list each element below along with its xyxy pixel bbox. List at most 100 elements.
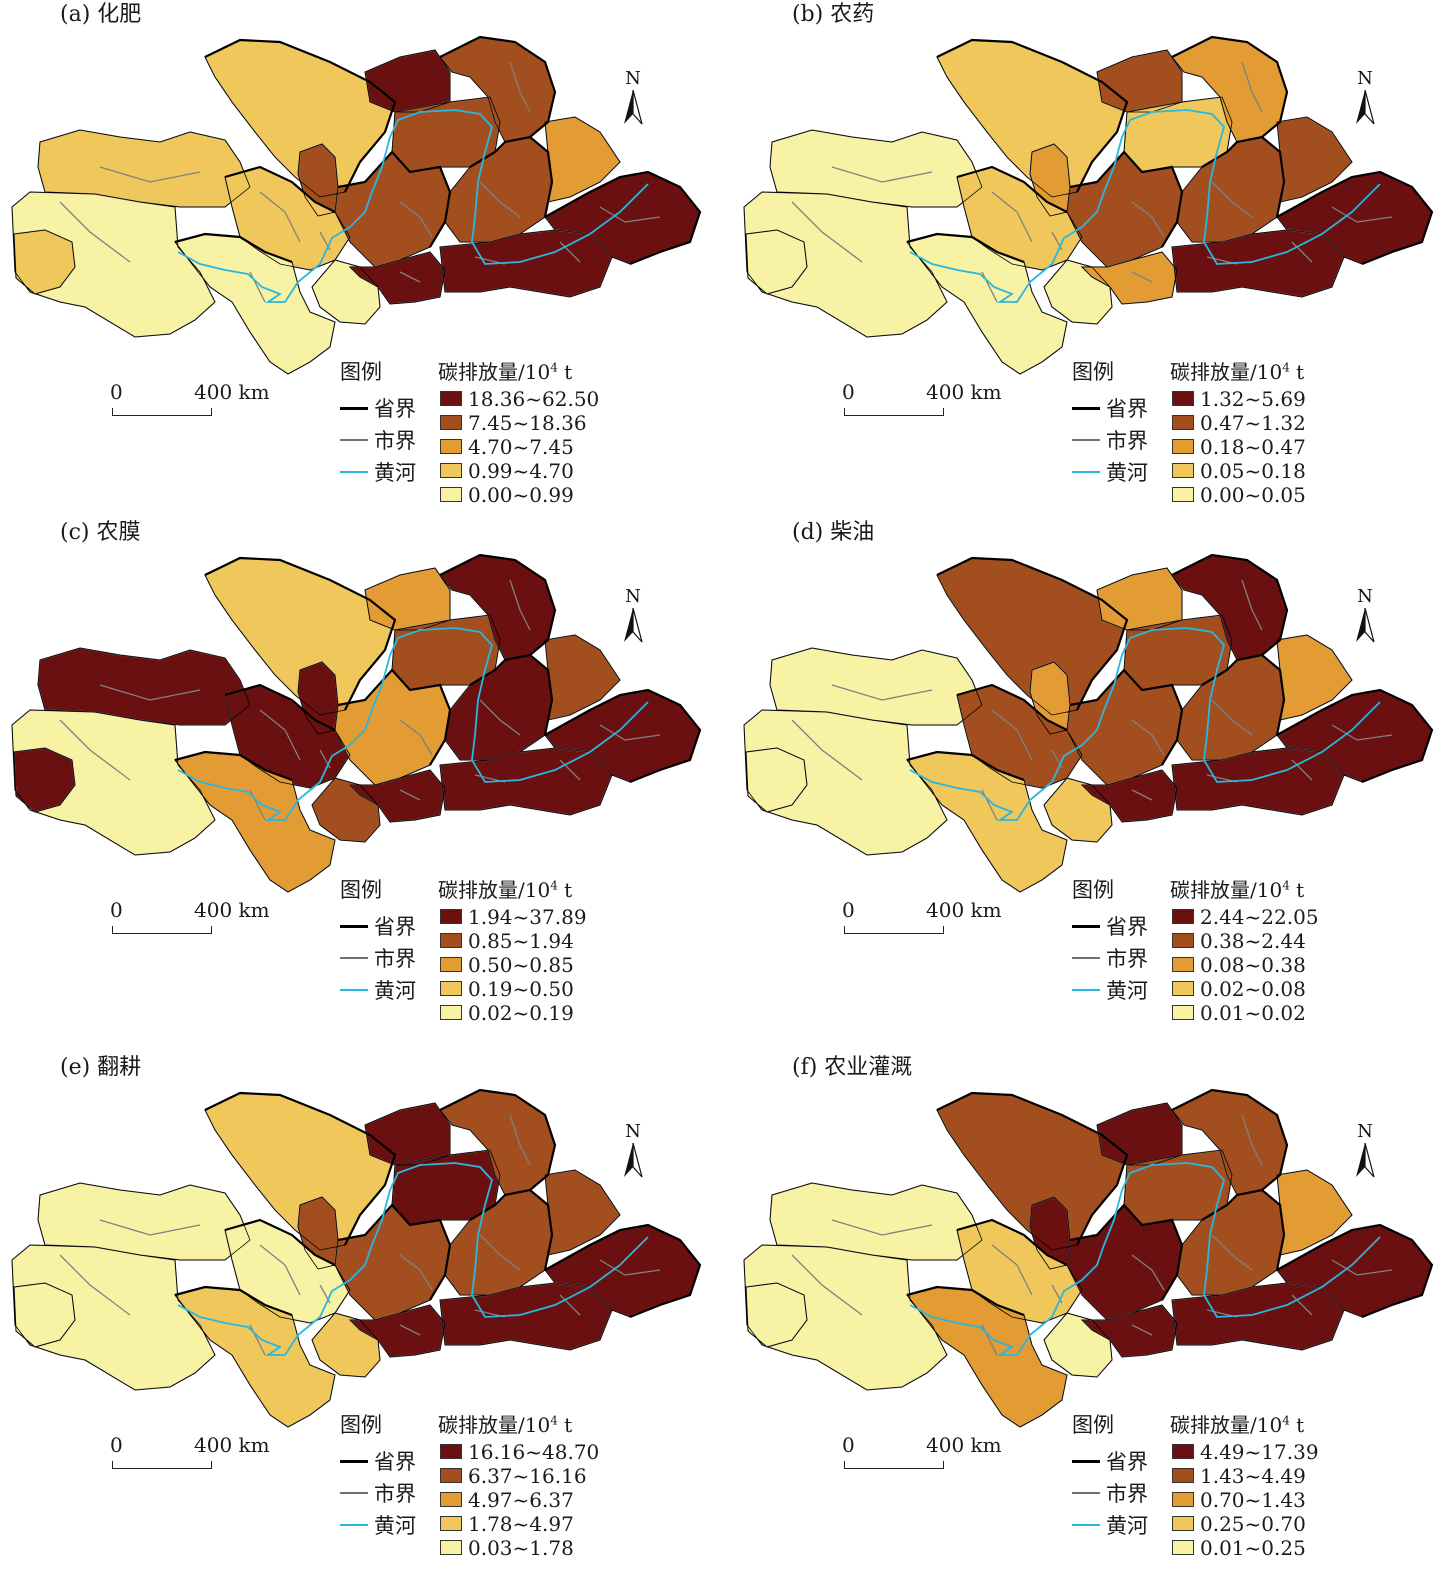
- legend-class-label: 0.05~0.18: [1200, 459, 1306, 483]
- legend-line-list: 省界 市界 黄河: [1072, 392, 1172, 488]
- city-border-5: [559, 1294, 581, 1316]
- map-panel-0: (a) 化肥 N 0 400 km 图例 省界 市界 黄河 碳排放量/104 t 1…: [0, 2, 720, 520]
- city-border-4: [1211, 1234, 1253, 1271]
- legend-line-swatch: [1072, 1460, 1100, 1463]
- city-border-10: [399, 271, 421, 283]
- map-panel-3: (d) 柴油 N 0 400 km 图例 省界 市界 黄河 碳排放量/104 t 2…: [732, 520, 1440, 1038]
- choropleth-map: [743, 1088, 1434, 1428]
- yellow-river-line: [177, 109, 649, 303]
- legend-class-item: 16.16~48.70: [440, 1440, 620, 1464]
- legend-class-item: 1.43~4.49: [1172, 1464, 1352, 1488]
- legend-title: 图例: [340, 1413, 382, 1437]
- city-border-6: [599, 206, 661, 223]
- legend-class-swatch: [1172, 1516, 1194, 1531]
- legend-line-list: 省界 市界 黄河: [1072, 910, 1172, 1006]
- legend-class-swatch: [440, 439, 462, 454]
- legend-class-swatch: [1172, 1492, 1194, 1507]
- scale-bar: 0 400 km: [110, 380, 270, 430]
- choropleth-map: [11, 1088, 702, 1428]
- legend-class-item: 4.97~6.37: [440, 1488, 620, 1512]
- legend-class-list: 16.16~48.70 6.37~16.16 4.97~6.37 1.78~4.97 0…: [440, 1440, 620, 1560]
- legend-class-title-text: 碳排放量/10: [1170, 878, 1283, 902]
- legend-line-label: 黄河: [374, 461, 416, 485]
- legend-line-swatch: [1072, 925, 1100, 928]
- city-border-3: [1131, 719, 1165, 756]
- scale-bar: 0 400 km: [842, 898, 1002, 948]
- legend-line-item: 市界: [1072, 1477, 1172, 1509]
- legend-line-label: 黄河: [1106, 1514, 1148, 1538]
- legend-line-item: 黄河: [340, 456, 440, 488]
- city-border-5: [559, 241, 581, 263]
- city-border-6: [1331, 1259, 1393, 1276]
- city-border-4: [479, 699, 521, 736]
- legend-class-label: 0.01~0.25: [1200, 1536, 1306, 1560]
- legend-class-list: 2.44~22.05 0.38~2.44 0.08~0.38 0.02~0.08 0.0…: [1172, 905, 1352, 1025]
- region-nm_c: [364, 49, 451, 113]
- legend-line-label: 省界: [1106, 397, 1148, 421]
- scale-line: [844, 408, 944, 416]
- legend-line-item: 黄河: [340, 1509, 440, 1541]
- panel-title: (e) 翻耕: [60, 1055, 142, 1080]
- city-border-1: [99, 684, 201, 701]
- legend-line-label: 省界: [374, 1450, 416, 1474]
- legend-title: 图例: [1072, 1413, 1114, 1437]
- legend-class-title-exponent: 4: [1282, 360, 1290, 375]
- legend-line-swatch: [340, 1460, 368, 1463]
- city-border-0: [791, 201, 863, 263]
- city-border-5: [559, 759, 581, 781]
- region-nm_c: [1096, 567, 1183, 631]
- scale-zero-label: 0: [110, 380, 123, 404]
- scale-end-label: 400 km: [194, 1433, 270, 1457]
- legend-line-item: 省界: [340, 1445, 440, 1477]
- scale-zero-label: 0: [842, 1433, 855, 1457]
- panel-title: (f) 农业灌溉: [792, 1055, 913, 1080]
- legend-class-label: 0.18~0.47: [1200, 435, 1306, 459]
- scale-bar: 0 400 km: [110, 898, 270, 948]
- choropleth-map: [743, 553, 1434, 893]
- legend-line-label: 省界: [374, 397, 416, 421]
- legend-class-title-text: 碳排放量/10: [438, 360, 551, 384]
- legend-class-item: 7.45~18.36: [440, 411, 620, 435]
- legend-class-title-exponent: 4: [550, 878, 558, 893]
- legend-class-swatch: [440, 1444, 462, 1459]
- legend-class-label: 0.38~2.44: [1200, 929, 1306, 953]
- scale-zero-label: 0: [110, 898, 123, 922]
- yellow-river-line: [909, 1162, 1381, 1356]
- legend-class-item: 0.02~0.19: [440, 1001, 620, 1025]
- legend-class-swatch: [440, 391, 462, 406]
- legend-class-swatch: [440, 1540, 462, 1555]
- map-panel-1: (b) 农药 N 0 400 km 图例 省界 市界 黄河 碳排放量/104 t 1…: [732, 2, 1440, 520]
- legend-class-item: 0.00~0.99: [440, 483, 620, 507]
- legend-line-item: 市界: [340, 942, 440, 974]
- yellow-river-line: [177, 1162, 649, 1356]
- legend-class-title: 碳排放量/104 t: [1170, 874, 1304, 903]
- legend-class-item: 1.32~5.69: [1172, 387, 1352, 411]
- city-border-2: [259, 191, 301, 243]
- city-border-7: [1241, 1114, 1263, 1166]
- city-border-7: [1241, 579, 1263, 631]
- legend-class-item: 0.50~0.85: [440, 953, 620, 977]
- legend-class-swatch: [440, 909, 462, 924]
- legend-line-swatch: [1072, 957, 1100, 959]
- legend-class-item: 0.25~0.70: [1172, 1512, 1352, 1536]
- legend-class-title-text: 碳排放量/10: [1170, 1413, 1283, 1437]
- legend-class-title-exponent: 4: [550, 360, 558, 375]
- legend-line-label: 市界: [1106, 947, 1148, 971]
- region-nm_c: [364, 1102, 451, 1166]
- legend-class-label: 6.37~16.16: [468, 1464, 587, 1488]
- north-arrow-icon: N: [624, 1121, 643, 1178]
- legend-class-item: 1.94~37.89: [440, 905, 620, 929]
- legend-class-swatch: [440, 415, 462, 430]
- svg-text:N: N: [625, 1121, 641, 1142]
- city-border-4: [479, 181, 521, 218]
- legend-title: 图例: [1072, 360, 1114, 384]
- legend-class-item: 18.36~62.50: [440, 387, 620, 411]
- scale-end-label: 400 km: [194, 898, 270, 922]
- legend-line-swatch: [1072, 407, 1100, 410]
- legend-class-item: 4.70~7.45: [440, 435, 620, 459]
- legend-line-label: 市界: [1106, 429, 1148, 453]
- yellow-river-line: [909, 627, 1381, 821]
- svg-text:N: N: [625, 68, 641, 89]
- legend-line-swatch: [340, 925, 368, 928]
- legend-line-label: 省界: [1106, 915, 1148, 939]
